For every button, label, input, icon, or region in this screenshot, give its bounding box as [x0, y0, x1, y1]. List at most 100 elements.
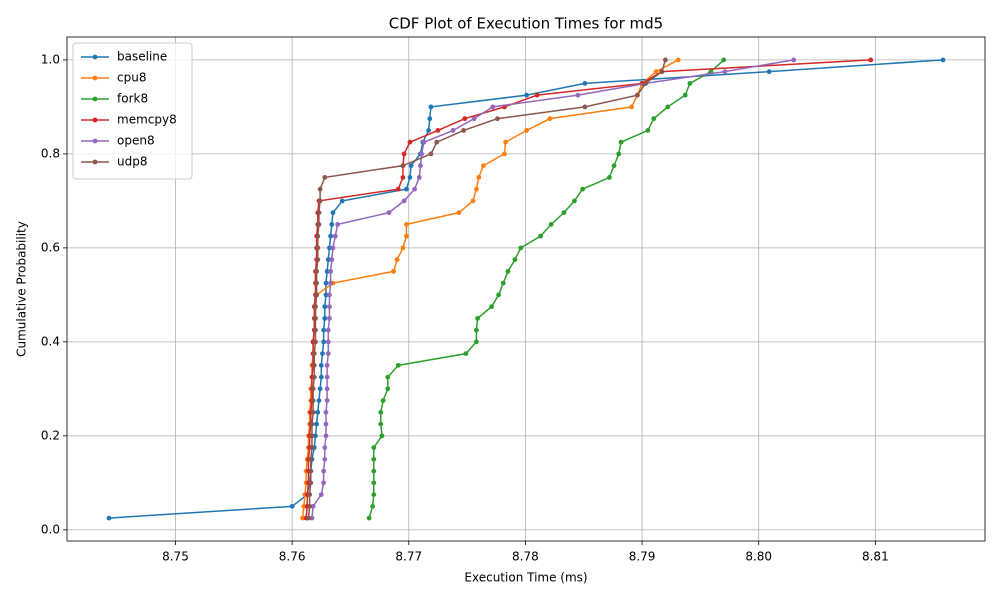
point: [329, 221, 335, 227]
point: [324, 386, 330, 392]
point: [325, 327, 331, 333]
point: [505, 268, 511, 274]
point: [471, 116, 477, 122]
point: [766, 69, 772, 75]
point: [495, 116, 500, 122]
point: [470, 198, 476, 204]
point: [330, 210, 336, 216]
point: [318, 374, 324, 380]
legend-label: cpu8: [117, 71, 146, 85]
point: [463, 351, 469, 357]
point: [310, 503, 316, 509]
point: [315, 233, 321, 239]
point: [311, 362, 317, 368]
point: [322, 304, 328, 310]
point: [456, 210, 462, 216]
point: [323, 292, 329, 298]
point: [582, 81, 588, 86]
point: [427, 116, 433, 122]
point: [421, 139, 427, 145]
point: [503, 139, 508, 145]
point: [385, 374, 391, 380]
legend-marker: [92, 159, 98, 165]
point: [940, 57, 946, 63]
point: [512, 257, 518, 263]
point: [391, 268, 397, 274]
point: [518, 245, 524, 251]
legend-marker: [92, 117, 98, 123]
y-tick-label: 0.4: [41, 334, 60, 348]
point: [307, 492, 313, 497]
point: [317, 386, 323, 392]
point: [722, 69, 728, 75]
point: [489, 304, 494, 310]
point: [317, 186, 323, 192]
point: [547, 116, 553, 122]
point: [572, 198, 577, 204]
point: [325, 339, 331, 345]
point: [659, 69, 665, 75]
point: [322, 315, 328, 321]
point: [401, 198, 407, 204]
chart-title: CDF Plot of Execution Times for md5: [389, 15, 663, 33]
point: [310, 386, 316, 392]
point: [401, 151, 407, 157]
point: [524, 92, 529, 98]
point: [426, 127, 432, 133]
point: [313, 304, 318, 310]
legend-label: udp8: [117, 155, 147, 169]
x-tick-label: 8.80: [745, 550, 772, 564]
point: [289, 503, 295, 509]
point: [582, 104, 588, 110]
point: [300, 515, 306, 521]
point: [316, 398, 322, 404]
point: [314, 292, 320, 298]
series-line: [311, 59, 794, 519]
point: [308, 468, 314, 474]
point: [328, 233, 334, 239]
point: [607, 174, 612, 180]
x-tick-label: 8.78: [512, 550, 539, 564]
point: [321, 327, 327, 333]
point: [461, 127, 466, 133]
point: [329, 257, 335, 263]
point: [325, 257, 331, 263]
point: [791, 57, 797, 63]
point: [404, 186, 409, 192]
point: [328, 268, 334, 274]
point: [419, 151, 425, 157]
point: [323, 433, 329, 439]
legend-label: fork8: [117, 92, 148, 106]
point: [474, 339, 479, 345]
point: [309, 421, 315, 427]
series-line: [301, 59, 679, 519]
point: [309, 515, 315, 521]
point: [317, 198, 323, 204]
point: [462, 116, 468, 122]
series-line: [305, 59, 871, 519]
point: [371, 480, 377, 486]
point: [315, 409, 321, 415]
point: [687, 81, 693, 86]
point: [496, 292, 501, 298]
point: [575, 92, 581, 98]
point: [321, 339, 327, 345]
point: [450, 127, 456, 133]
point: [476, 174, 482, 180]
point: [534, 92, 540, 98]
point: [335, 221, 341, 227]
point: [321, 480, 327, 486]
point: [315, 257, 321, 263]
legend: baseline cpu8 fork8 memcpy8 open8 udp8: [72, 42, 193, 180]
point: [385, 386, 391, 392]
point: [371, 445, 377, 451]
point: [370, 503, 376, 509]
point: [665, 104, 671, 110]
point: [371, 492, 377, 497]
point: [434, 139, 440, 145]
point: [330, 245, 336, 251]
point: [548, 221, 554, 227]
point: [324, 398, 330, 404]
